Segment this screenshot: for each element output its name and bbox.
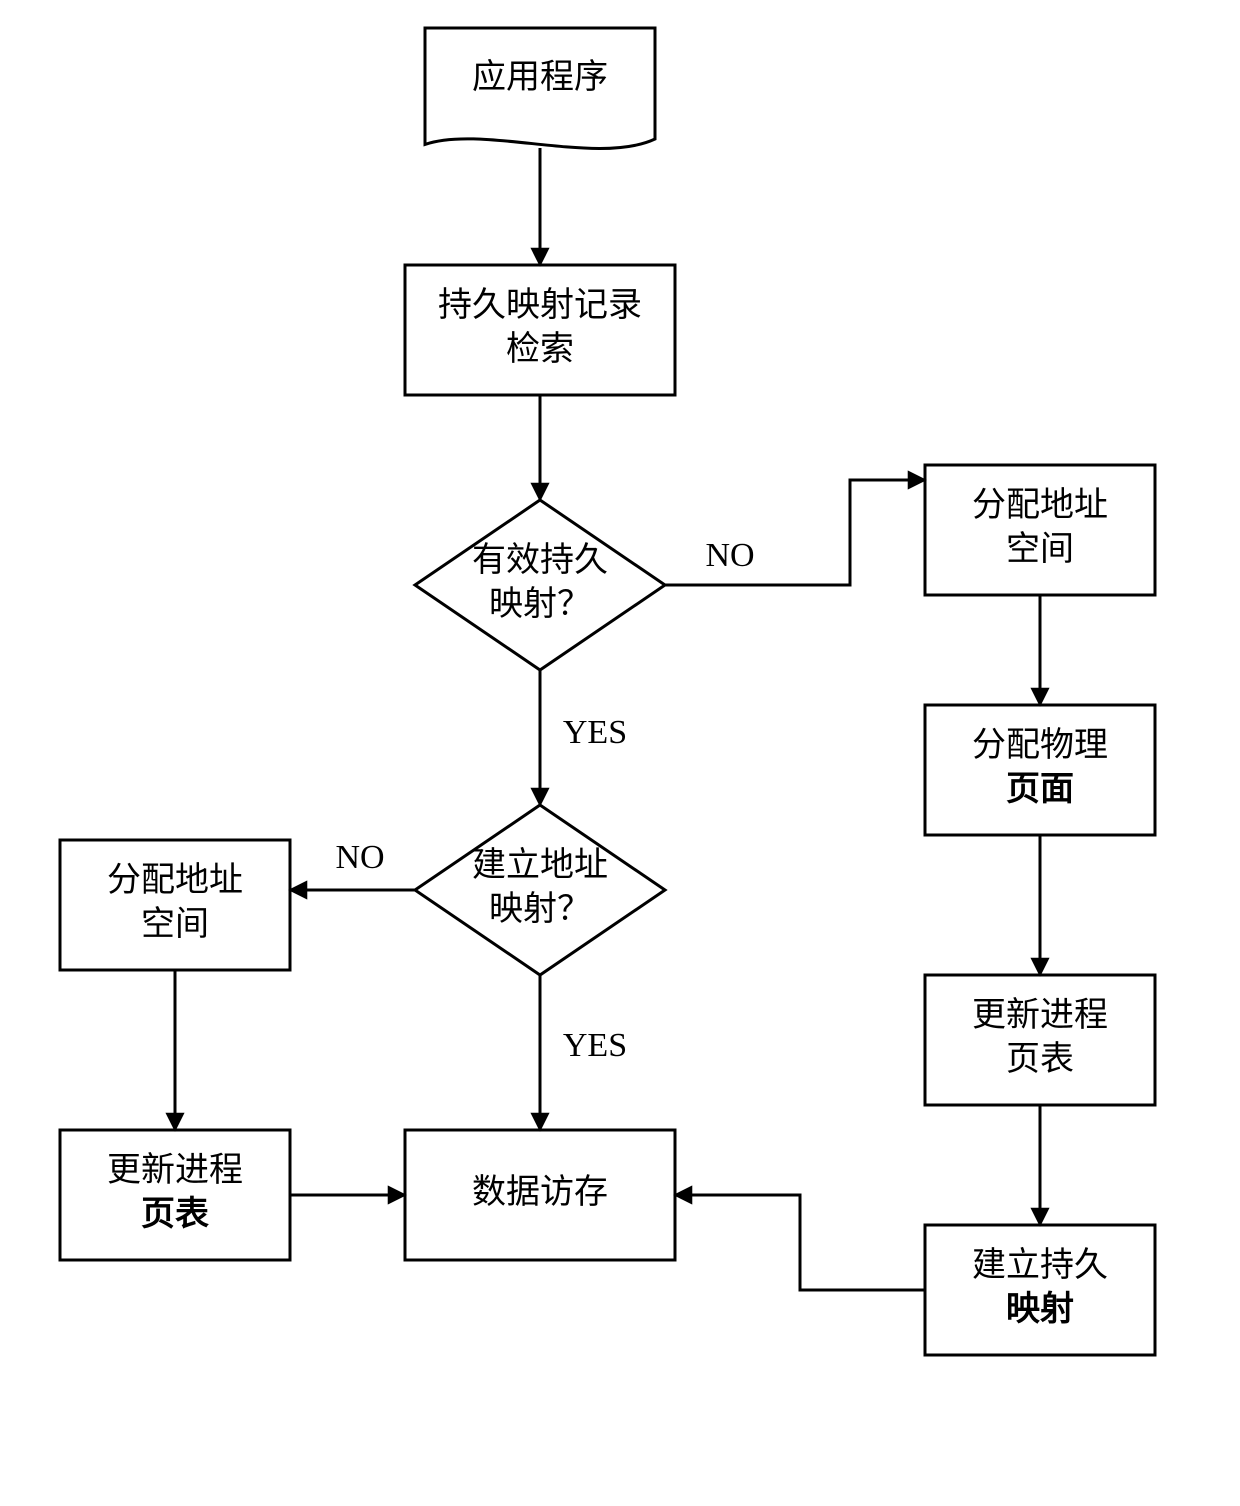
label-no2: NO xyxy=(335,839,384,876)
svg-text:分配地址: 分配地址 xyxy=(107,861,243,899)
node-phys: 分配物理页面 xyxy=(925,705,1155,835)
node-search: 持久映射记录检索 xyxy=(405,265,675,395)
svg-text:分配物理: 分配物理 xyxy=(972,726,1108,764)
svg-text:页表: 页表 xyxy=(141,1195,209,1233)
svg-text:页面: 页面 xyxy=(1006,771,1074,808)
svg-text:更新进程: 更新进程 xyxy=(972,996,1108,1034)
node-persist: 建立持久映射 xyxy=(925,1225,1155,1355)
node-d1: 有效持久映射？ xyxy=(415,500,665,670)
svg-text:更新进程: 更新进程 xyxy=(107,1151,243,1189)
label-yes2: YES xyxy=(563,1027,627,1064)
node-allocL: 分配地址空间 xyxy=(60,840,290,970)
svg-text:持久映射记录: 持久映射记录 xyxy=(438,286,642,324)
node-allocR: 分配地址空间 xyxy=(925,465,1155,595)
svg-text:空间: 空间 xyxy=(141,905,209,943)
label-no1: NO xyxy=(705,537,754,574)
svg-text:映射？: 映射？ xyxy=(489,890,591,928)
svg-text:空间: 空间 xyxy=(1006,530,1074,568)
svg-text:有效持久: 有效持久 xyxy=(472,541,608,579)
svg-text:应用程序: 应用程序 xyxy=(472,58,608,96)
svg-text:页表: 页表 xyxy=(1006,1040,1074,1078)
edge-11 xyxy=(675,1195,925,1290)
svg-text:建立地址: 建立地址 xyxy=(472,846,608,884)
label-yes1: YES xyxy=(563,714,627,751)
svg-text:映射: 映射 xyxy=(1006,1290,1074,1328)
node-access: 数据访存 xyxy=(405,1130,675,1260)
svg-text:建立持久: 建立持久 xyxy=(972,1246,1108,1284)
svg-text:数据访存: 数据访存 xyxy=(472,1173,608,1211)
node-updateR: 更新进程页表 xyxy=(925,975,1155,1105)
edge-4 xyxy=(665,480,925,585)
node-d2: 建立地址映射？ xyxy=(415,805,665,975)
node-updateL: 更新进程页表 xyxy=(60,1130,290,1260)
svg-text:分配地址: 分配地址 xyxy=(972,486,1108,524)
svg-text:映射？: 映射？ xyxy=(489,585,591,623)
node-app: 应用程序 xyxy=(425,28,655,148)
svg-text:检索: 检索 xyxy=(506,330,574,368)
